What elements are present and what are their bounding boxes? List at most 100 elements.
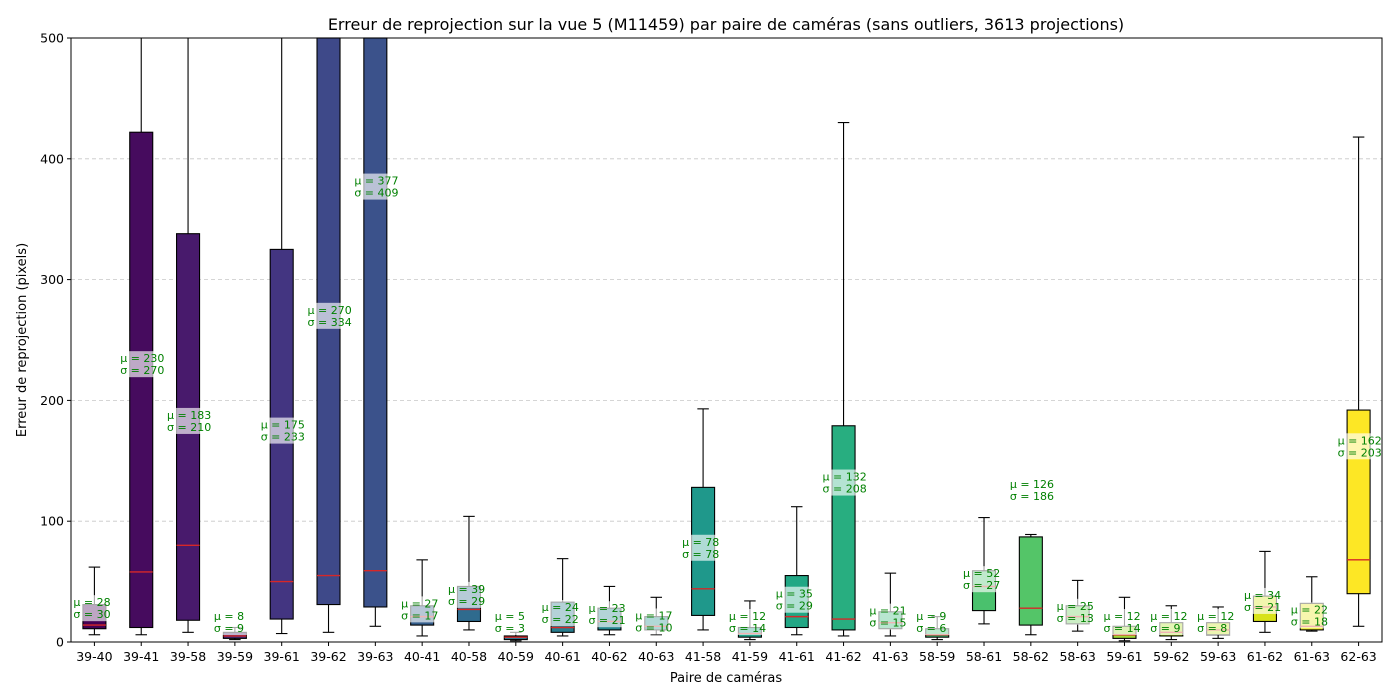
y-tick-label: 0 xyxy=(56,635,64,650)
annotation-mean: μ = 12 xyxy=(1103,610,1140,623)
annotation-std: σ = 233 xyxy=(261,431,305,444)
y-tick-label: 200 xyxy=(40,393,64,408)
annotation-mean: μ = 183 xyxy=(167,409,211,422)
y-tick-label: 400 xyxy=(40,151,64,166)
annotation-mean: μ = 12 xyxy=(1197,610,1234,623)
annotation-background xyxy=(728,609,771,635)
annotation-std: σ = 203 xyxy=(1338,446,1382,459)
annotation-mean: μ = 132 xyxy=(823,471,867,484)
annotation-std: σ = 27 xyxy=(963,579,1000,592)
annotation-std: σ = 409 xyxy=(354,187,398,200)
annotation-std: σ = 8 xyxy=(1197,622,1227,635)
annotation-std: σ = 29 xyxy=(776,600,813,613)
annotation-58-61: μ = 52σ = 27 xyxy=(963,566,1006,593)
annotation-41-61: μ = 35σ = 29 xyxy=(775,586,818,613)
y-axis-title: Erreur de reprojection (pixels) xyxy=(15,243,30,437)
annotation-std: σ = 10 xyxy=(635,621,672,634)
x-tick-label: 40-62 xyxy=(591,649,627,664)
annotation-59-61: μ = 12σ = 14 xyxy=(1103,609,1146,635)
annotation-mean: μ = 17 xyxy=(635,609,672,622)
x-tick-label: 58-61 xyxy=(966,649,1002,664)
annotation-std: σ = 6 xyxy=(916,622,946,635)
annotation-61-63: μ = 22σ = 18 xyxy=(1290,602,1333,629)
box-39-62 xyxy=(316,37,341,633)
annotation-mean: μ = 39 xyxy=(448,583,485,596)
x-tick-label: 39-41 xyxy=(123,649,159,664)
annotation-std: σ = 30 xyxy=(73,608,110,621)
box-iqr xyxy=(363,37,388,608)
annotation-background xyxy=(775,586,818,613)
annotation-40-62: μ = 23σ = 21 xyxy=(588,601,631,628)
x-tick-label: 41-58 xyxy=(685,649,721,664)
annotation-mean: μ = 9 xyxy=(916,610,946,623)
x-tick-label: 61-62 xyxy=(1247,649,1283,664)
y-tick-label: 300 xyxy=(40,272,64,287)
annotation-std: σ = 9 xyxy=(1150,622,1180,635)
annotation-mean: μ = 21 xyxy=(869,605,906,618)
x-axis-title: Paire de caméras xyxy=(670,671,782,686)
x-tick-label: 41-62 xyxy=(825,649,861,664)
x-tick-label: 59-61 xyxy=(1106,649,1142,664)
annotation-std: σ = 210 xyxy=(167,421,211,434)
box-iqr xyxy=(1018,536,1043,626)
annotation-mean: μ = 24 xyxy=(542,601,579,614)
annotation-background xyxy=(1243,587,1286,614)
x-tick-label: 39-63 xyxy=(357,649,393,664)
annotation-mean: μ = 23 xyxy=(588,602,625,615)
annotation-std: σ = 270 xyxy=(120,364,164,377)
annotation-background xyxy=(1103,609,1146,635)
x-tick-label: 39-62 xyxy=(310,649,346,664)
annotation-std: σ = 14 xyxy=(729,622,766,635)
annotation-std: σ = 9 xyxy=(214,622,244,635)
annotation-background xyxy=(494,609,537,635)
annotation-41-58: μ = 78σ = 78 xyxy=(682,534,725,561)
annotation-mean: μ = 34 xyxy=(1244,589,1281,602)
annotation-std: σ = 186 xyxy=(1010,490,1054,503)
annotation-std: σ = 21 xyxy=(588,614,625,627)
annotation-background xyxy=(635,608,678,635)
annotation-mean: μ = 270 xyxy=(308,304,352,317)
x-axis: 39-40 39-41 39-58 39-59 39-61 39-62 39-63 40-41… xyxy=(76,642,1377,664)
annotation-mean: μ = 175 xyxy=(261,419,305,432)
annotation-background xyxy=(307,302,350,329)
annotation-mean: μ = 162 xyxy=(1338,434,1382,447)
x-tick-label: 39-58 xyxy=(170,649,206,664)
annotation-mean: μ = 12 xyxy=(1150,610,1187,623)
annotation-background xyxy=(588,601,631,628)
annotation-std: σ = 18 xyxy=(1291,615,1328,628)
annotation-41-63: μ = 21σ = 15 xyxy=(869,603,912,630)
annotation-mean: μ = 78 xyxy=(682,536,719,549)
annotation-std: σ = 13 xyxy=(1057,612,1094,625)
box-58-62 xyxy=(1018,533,1043,636)
annotation-background xyxy=(541,600,584,627)
annotation-background xyxy=(73,595,116,622)
annotation-61-62: μ = 34σ = 21 xyxy=(1243,587,1286,614)
annotation-mean: μ = 126 xyxy=(1010,478,1054,491)
x-tick-label: 59-62 xyxy=(1153,649,1189,664)
y-tick-label: 500 xyxy=(40,31,64,46)
annotation-41-59: μ = 12σ = 14 xyxy=(728,609,771,635)
annotation-background xyxy=(1290,602,1333,629)
x-tick-label: 62-63 xyxy=(1340,649,1376,664)
annotation-mean: μ = 22 xyxy=(1291,603,1328,616)
annotation-mean: μ = 27 xyxy=(401,597,438,610)
box-39-41 xyxy=(129,38,154,636)
chart-title: Erreur de reprojection sur la vue 5 (M11… xyxy=(328,15,1124,34)
x-tick-label: 61-63 xyxy=(1294,649,1330,664)
annotation-background xyxy=(963,566,1006,593)
annotation-background xyxy=(682,534,725,561)
plot-frame xyxy=(70,37,1383,643)
x-tick-label: 39-59 xyxy=(217,649,253,664)
annotation-background xyxy=(1197,609,1240,635)
annotation-mean: μ = 230 xyxy=(120,352,164,365)
annotation-std: σ = 15 xyxy=(869,617,906,630)
x-tick-label: 39-61 xyxy=(264,649,300,664)
annotation-background xyxy=(916,609,959,635)
annotation-59-62: μ = 12σ = 9 xyxy=(1150,609,1193,635)
